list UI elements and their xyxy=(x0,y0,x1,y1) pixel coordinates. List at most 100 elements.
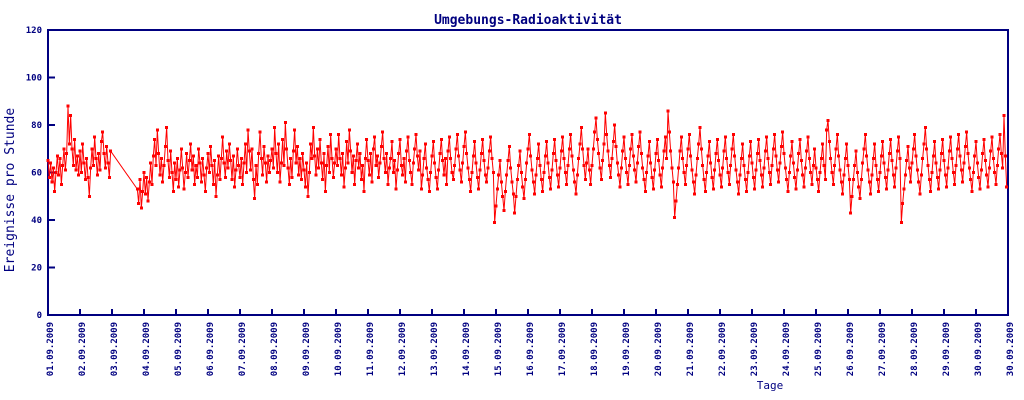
series-point xyxy=(205,166,209,170)
series-point xyxy=(706,154,710,158)
series-point xyxy=(842,173,846,177)
series-point xyxy=(73,137,77,141)
series-point xyxy=(877,190,881,193)
series-point xyxy=(886,168,890,172)
series-point xyxy=(710,175,714,179)
series-point xyxy=(783,166,787,170)
series-point xyxy=(298,156,302,160)
series-point xyxy=(818,171,822,174)
series-point xyxy=(309,142,313,146)
series-point xyxy=(923,125,927,129)
series-point xyxy=(107,175,111,179)
series-point xyxy=(626,182,630,186)
series-point xyxy=(782,152,786,155)
series-point xyxy=(266,154,270,158)
series-point xyxy=(745,190,749,193)
series-point xyxy=(238,175,242,179)
series-point xyxy=(535,156,539,160)
series-point xyxy=(273,125,277,129)
series-point xyxy=(610,156,614,160)
series-point xyxy=(233,185,237,189)
series-point xyxy=(570,154,574,158)
series-point xyxy=(941,137,945,141)
series-point xyxy=(741,142,745,146)
series-point xyxy=(503,190,507,193)
series-point xyxy=(398,137,402,141)
series-point xyxy=(255,182,259,186)
series-point xyxy=(209,144,213,148)
series-point xyxy=(566,163,570,167)
series-point xyxy=(905,159,909,163)
series-point xyxy=(901,201,905,205)
series-point xyxy=(775,168,779,172)
series-point xyxy=(430,154,434,158)
series-point xyxy=(319,161,323,165)
series-point xyxy=(521,185,525,189)
series-point xyxy=(725,156,729,160)
series-point xyxy=(441,159,445,163)
series-point xyxy=(769,182,773,186)
series-point xyxy=(985,173,989,177)
series-point xyxy=(899,220,903,224)
series-point xyxy=(75,154,79,158)
series-point xyxy=(410,182,414,186)
series-point xyxy=(858,197,862,201)
series-point xyxy=(929,190,933,193)
series-point xyxy=(675,182,679,186)
series-point xyxy=(369,152,373,155)
series-point xyxy=(558,166,562,170)
series-point xyxy=(102,152,106,155)
x-tick-label: 05.09.2009 xyxy=(174,322,184,376)
series-point xyxy=(679,135,683,139)
series-point xyxy=(399,163,403,167)
series-point xyxy=(351,154,355,158)
series-point xyxy=(690,168,694,172)
series-point xyxy=(573,180,577,184)
series-point xyxy=(650,175,654,179)
series-point xyxy=(98,168,102,172)
series-point xyxy=(170,171,174,174)
series-point xyxy=(539,178,543,182)
series-point xyxy=(85,156,89,160)
x-tick-label: 12.09.2009 xyxy=(398,322,408,376)
series-point xyxy=(70,147,74,151)
series-point xyxy=(778,161,782,165)
series-point xyxy=(497,173,501,177)
series-point xyxy=(946,166,950,170)
series-point xyxy=(458,168,462,172)
series-point xyxy=(671,180,675,184)
series-point xyxy=(491,171,495,174)
series-point xyxy=(526,147,530,151)
series-point xyxy=(705,171,709,174)
series-point xyxy=(143,192,147,196)
series-point xyxy=(63,168,67,172)
series-point xyxy=(59,182,63,186)
series-point xyxy=(299,178,303,182)
series-point xyxy=(859,178,863,182)
series-point xyxy=(635,161,639,165)
series-point xyxy=(715,137,719,141)
series-point xyxy=(423,142,427,146)
series-point xyxy=(609,175,613,179)
series-point xyxy=(989,149,993,153)
series-point xyxy=(971,171,975,174)
series-point xyxy=(730,147,734,151)
series-point xyxy=(983,159,987,163)
series-point xyxy=(954,163,958,167)
series-point xyxy=(926,163,930,167)
series-point xyxy=(922,142,926,146)
series-point xyxy=(189,142,193,146)
series-point xyxy=(850,194,854,198)
x-tick-label: 02.09.2009 xyxy=(78,322,88,376)
series-point xyxy=(606,149,610,153)
series-point xyxy=(530,168,534,172)
series-point xyxy=(581,147,585,151)
series-point xyxy=(938,168,942,172)
series-point xyxy=(251,178,255,182)
series-point xyxy=(270,147,274,151)
series-point xyxy=(342,185,346,189)
series-point xyxy=(315,147,319,151)
series-point xyxy=(55,154,59,158)
series-point xyxy=(245,171,249,174)
y-tick-label: 60 xyxy=(31,169,42,179)
